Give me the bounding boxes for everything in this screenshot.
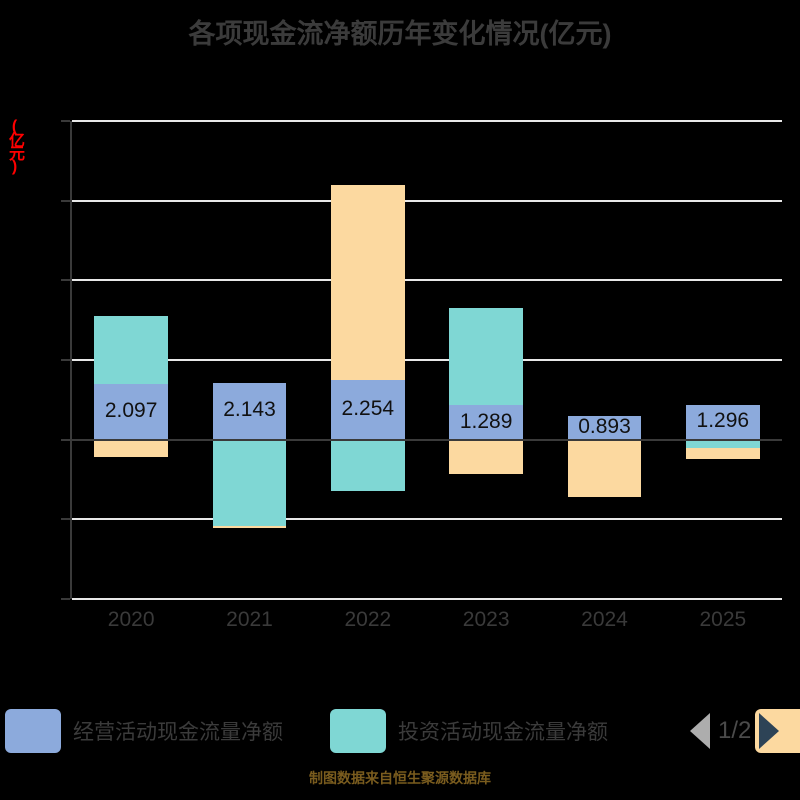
legend-swatch xyxy=(330,709,386,753)
bar-segment[interactable] xyxy=(212,382,287,440)
plot-area: 2.097 2.143 2.254 1.289 0.893 1.296 xyxy=(61,120,782,600)
bar-segment[interactable] xyxy=(94,315,168,384)
pager-label: 1/2 xyxy=(718,717,752,744)
bar-segment[interactable] xyxy=(449,405,523,440)
bar-value-label: 1.296 xyxy=(696,409,750,433)
caret-left-icon[interactable] xyxy=(690,713,710,749)
gridline xyxy=(72,518,782,521)
bar-group[interactable]: 2.097 xyxy=(94,121,168,599)
y-axis-tick xyxy=(61,518,70,521)
bar-segment[interactable] xyxy=(331,379,405,440)
bar-segment[interactable] xyxy=(567,415,642,440)
gridline xyxy=(72,120,782,122)
bar-segment[interactable] xyxy=(212,439,287,526)
bar-group[interactable]: 0.893 xyxy=(567,121,642,599)
y-axis-tick xyxy=(61,359,70,361)
chart-legend: 经营活动现金流量净额 投资活动现金流量净额 xyxy=(0,706,800,756)
bar-segment[interactable] xyxy=(94,383,168,440)
y-axis-tick xyxy=(61,199,70,202)
y-axis-tick xyxy=(61,120,70,122)
x-axis-tick-label: 2024 xyxy=(581,608,628,631)
bar-group[interactable]: 2.143 xyxy=(212,121,287,599)
bar-value-label: 1.289 xyxy=(459,409,513,433)
bar-segment[interactable] xyxy=(686,448,760,460)
bar-segment[interactable] xyxy=(686,439,760,449)
bar-segment[interactable] xyxy=(212,525,287,528)
y-axis-title: (亿元) xyxy=(6,118,23,172)
gridline xyxy=(72,598,782,600)
bar-group[interactable]: 1.289 xyxy=(449,121,523,599)
legend-item[interactable]: 经营活动现金流量净额 xyxy=(5,706,283,756)
y-axis-tick xyxy=(61,279,70,282)
bar-segment[interactable] xyxy=(449,439,523,474)
legend-label: 经营活动现金流量净额 xyxy=(73,721,283,744)
x-axis-tick-label: 2022 xyxy=(344,608,392,631)
bar-value-label: 2.143 xyxy=(223,398,276,422)
bar-segment[interactable] xyxy=(331,439,405,491)
chart-title: 各项现金流净额历年变化情况(亿元) xyxy=(188,19,612,49)
bar-segment[interactable] xyxy=(331,185,405,380)
bar-segment[interactable] xyxy=(567,440,642,498)
y-axis-tick xyxy=(61,598,70,600)
x-axis-tick-label: 2023 xyxy=(462,608,510,631)
gridline xyxy=(72,199,782,202)
bar-value-label: 2.254 xyxy=(341,396,395,420)
gridline xyxy=(72,359,782,361)
bar-group[interactable]: 1.296 xyxy=(686,121,760,599)
caret-right-icon[interactable] xyxy=(759,713,780,749)
bar-group[interactable]: 2.254 xyxy=(331,121,405,599)
footer-note: 制图数据来自恒生聚源数据库 xyxy=(309,770,491,786)
y-axis-tick xyxy=(61,438,70,441)
y-axis-line xyxy=(70,121,72,599)
legend-swatch xyxy=(5,709,61,753)
bar-value-label: 2.097 xyxy=(104,398,158,422)
gridline xyxy=(72,279,782,282)
zero-axis-line xyxy=(72,438,782,441)
x-axis-tick-labels: 2020 2021 2022 2023 2024 2025 xyxy=(72,608,782,648)
bar-value-label: 0.893 xyxy=(578,414,631,438)
bar-segment[interactable] xyxy=(94,439,168,457)
x-axis-tick-label: 2021 xyxy=(226,608,273,631)
bar-segment[interactable] xyxy=(686,405,760,440)
x-axis-tick-label: 2025 xyxy=(699,608,747,631)
legend-label: 投资活动现金流量净额 xyxy=(398,721,608,744)
legend-item[interactable]: 投资活动现金流量净额 xyxy=(330,706,608,756)
x-axis-tick-label: 2020 xyxy=(107,608,155,631)
legend-pager[interactable]: 1/2 xyxy=(690,706,780,756)
bar-segment[interactable] xyxy=(449,308,523,406)
